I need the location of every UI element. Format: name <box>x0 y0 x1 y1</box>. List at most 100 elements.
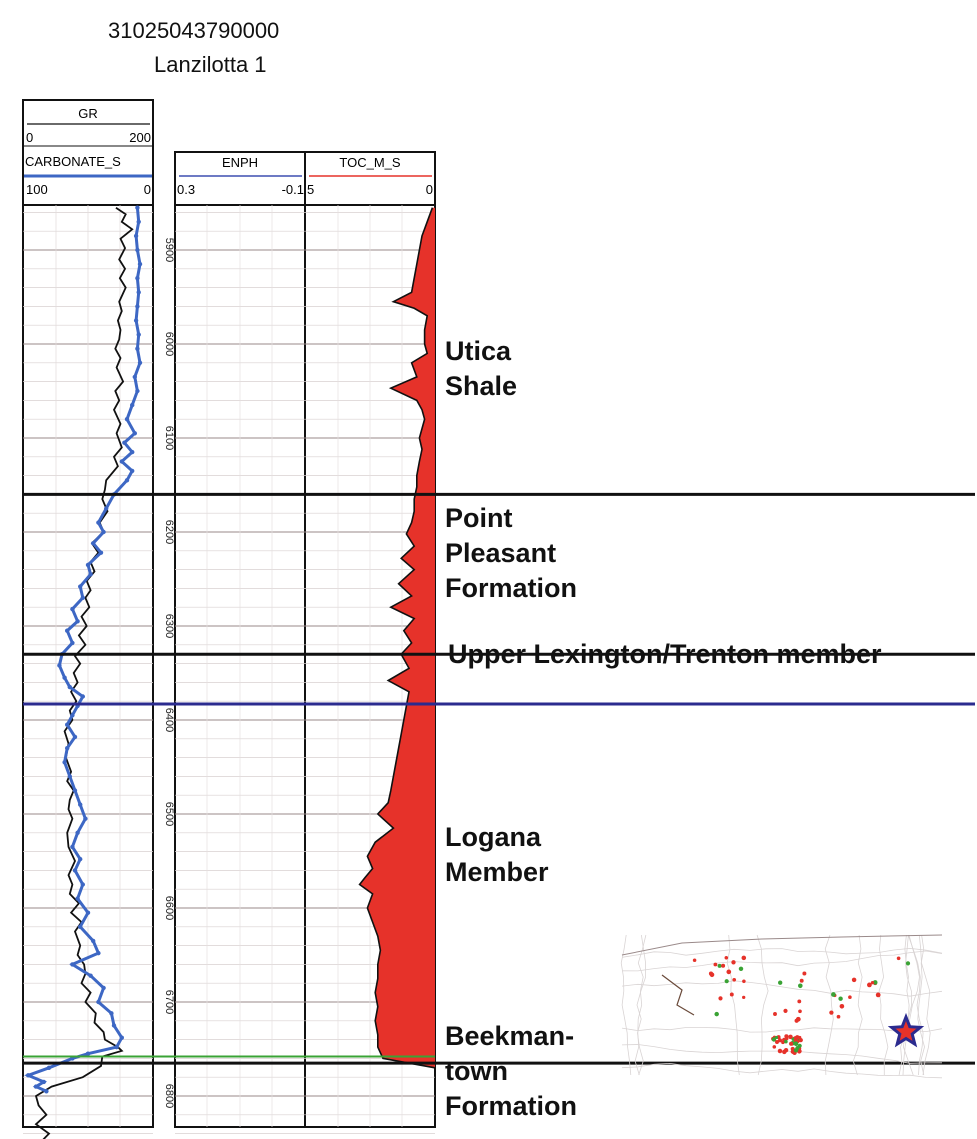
carbonate-point <box>135 247 140 253</box>
beekmantown-line-1: Beekman- <box>445 1021 575 1051</box>
depth-tick-labels: 5900 6000 6100 6200 6300 6400 6500 6600 6700 6800 <box>163 238 175 1108</box>
map-well-dot <box>724 956 729 960</box>
carbonate-point <box>137 360 143 365</box>
carbonate-point <box>133 318 139 323</box>
carbonate-left-label: 100 <box>26 182 48 197</box>
depth-tick-label: 6400 <box>163 708 175 732</box>
map-well-dot <box>802 971 807 976</box>
map-well-dot <box>742 979 746 984</box>
carbonate-point <box>130 402 135 408</box>
carbonate-point <box>124 417 130 422</box>
carbonate-point <box>88 973 93 978</box>
carbonate-point <box>132 431 137 436</box>
well-api-number: 31025043790000 <box>108 18 280 43</box>
carbonate-point <box>57 663 62 668</box>
carbonate-point <box>132 374 137 380</box>
location-map <box>620 934 943 1079</box>
map-well-dot <box>798 1009 802 1014</box>
carbonate-point <box>91 541 96 546</box>
map-well-dot <box>778 980 783 985</box>
depth-tick-label: 6200 <box>163 520 175 544</box>
carbonate-point <box>65 746 70 751</box>
carbonate-point <box>111 1023 117 1028</box>
gr-header: GR <box>78 106 98 121</box>
map-well-dot <box>789 1041 794 1046</box>
county-line <box>902 934 913 1076</box>
carbonate-header: CARBONATE_S <box>25 154 121 169</box>
county-line <box>636 934 646 1076</box>
carbonate-point <box>133 233 139 239</box>
toc-left-label: 5 <box>307 182 314 197</box>
carbonate-point <box>91 938 96 944</box>
map-well-dot <box>851 977 857 983</box>
map-well-dot <box>905 961 911 966</box>
depth-tick-label: 5900 <box>163 238 175 262</box>
county-line <box>621 1044 943 1064</box>
map-well-dot <box>777 1048 783 1054</box>
depth-tick-label: 6500 <box>163 802 175 826</box>
beekmantown-label: Beekman- town Formation <box>445 1019 577 1124</box>
point-pleasant-label: Point Pleasant Formation <box>445 501 577 606</box>
utica-shale-label: Utica Shale <box>445 334 517 404</box>
carbonate-point <box>70 640 75 646</box>
map-well-dot <box>784 1039 788 1044</box>
carbonate-point <box>62 675 67 680</box>
county-line <box>917 934 925 1076</box>
carbonate-point <box>67 684 73 690</box>
point-pleasant-line-2: Pleasant <box>445 538 557 568</box>
carbonate-point <box>78 584 83 589</box>
well-location-star-icon <box>887 1012 925 1048</box>
carbonate-point <box>62 760 67 765</box>
gr-curve <box>34 206 134 1139</box>
map-well-dot <box>896 956 901 961</box>
depth-tick-label: 6000 <box>163 332 175 356</box>
well-name: Lanzilotta 1 <box>154 52 267 77</box>
carbonate-point <box>41 1079 46 1085</box>
map-well-dot <box>777 1038 783 1043</box>
map-well-dot <box>692 958 697 963</box>
map-well-dot <box>742 995 746 1000</box>
toc-right-label: 0 <box>426 182 433 197</box>
map-well-dot <box>738 966 744 972</box>
county-line <box>621 950 943 972</box>
carbonate-point <box>109 1011 114 1016</box>
map-well-dot <box>793 1048 799 1053</box>
map-well-dot <box>772 1045 777 1049</box>
county-line <box>902 934 914 1076</box>
carbonate-point <box>119 459 125 464</box>
toc-curve <box>358 207 436 1069</box>
map-well-dot <box>797 999 802 1004</box>
gr-max-label: 200 <box>129 130 151 145</box>
map-county-lines <box>620 934 943 1079</box>
carbonate-point <box>72 788 78 793</box>
logana-member-label: Logana Member <box>445 820 549 890</box>
carbonate-point <box>122 440 127 445</box>
carbonate-point <box>70 606 75 612</box>
beekmantown-line-2: town <box>445 1056 508 1086</box>
utica-label-line-2: Shale <box>445 371 518 401</box>
carbonate-point <box>72 868 78 873</box>
carbonate-point <box>33 1084 39 1089</box>
map-well-dot <box>741 955 747 961</box>
county-line <box>878 934 889 1076</box>
point-pleasant-line-3: Formation <box>445 573 577 603</box>
carbonate-point <box>75 619 80 624</box>
carbonate-point <box>80 882 86 887</box>
carbonate-point <box>135 346 140 351</box>
county-line <box>907 934 924 1076</box>
river-line <box>661 974 695 1016</box>
carbonate-point <box>75 830 80 835</box>
carbonate-point <box>44 1089 49 1094</box>
county-line <box>620 934 632 1076</box>
map-well-dot <box>718 996 723 1001</box>
map-well-dot <box>724 979 729 984</box>
carbonate-point <box>136 290 141 295</box>
carbonate-point <box>96 950 101 956</box>
upper-lexington-line-1: Upper Lexington/Trenton member <box>448 639 882 669</box>
carbonate-point <box>137 261 143 267</box>
county-line <box>918 934 931 1076</box>
county-line <box>621 947 943 958</box>
enph-left-label: 0.3 <box>177 182 195 197</box>
map-well-dot <box>870 981 875 985</box>
carbonate-point <box>65 628 70 633</box>
